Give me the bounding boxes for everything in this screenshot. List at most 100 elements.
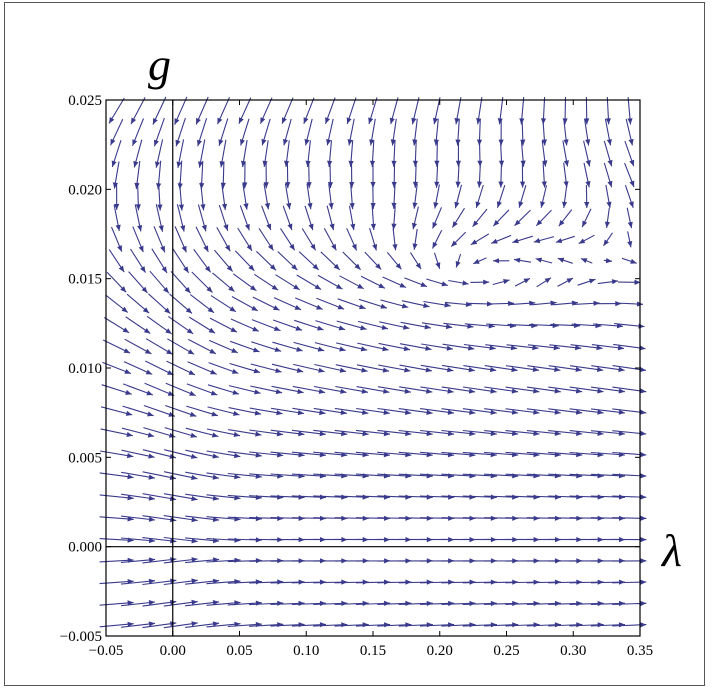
vector-arrow bbox=[120, 537, 156, 544]
vector-arrow bbox=[121, 600, 156, 607]
vector-arrow bbox=[488, 300, 515, 307]
vector-arrow bbox=[597, 279, 619, 285]
vector-arrow bbox=[498, 118, 504, 146]
vector-arrow bbox=[327, 161, 333, 189]
vector-arrow bbox=[412, 184, 418, 209]
vector-arrow bbox=[472, 208, 488, 228]
vector-arrow bbox=[263, 161, 269, 189]
vector-arrow bbox=[220, 161, 226, 189]
y-tick-label: 0.015 bbox=[68, 272, 102, 288]
vector-arrow bbox=[210, 295, 237, 313]
vector-arrow bbox=[258, 228, 274, 251]
vector-arrow bbox=[569, 430, 604, 436]
vector-arrow bbox=[271, 407, 305, 416]
x-tick-label: 0.20 bbox=[427, 643, 453, 659]
vector-arrow bbox=[498, 162, 504, 188]
vector-arrow bbox=[514, 277, 531, 287]
vector-arrow bbox=[242, 183, 249, 210]
vector-arrow bbox=[197, 204, 207, 232]
vector-arrow bbox=[216, 227, 231, 252]
vector-arrow bbox=[185, 578, 220, 585]
y-axis-label: g bbox=[148, 39, 171, 90]
vector-arrow bbox=[208, 362, 239, 374]
vector-arrow bbox=[149, 270, 170, 294]
vector-arrow bbox=[293, 363, 325, 373]
vector-arrow bbox=[477, 140, 483, 167]
vector-arrow bbox=[548, 386, 583, 394]
vector-arrow bbox=[313, 429, 348, 437]
vector-arrow bbox=[505, 365, 540, 372]
vector-arrow bbox=[526, 430, 561, 436]
vector-arrow bbox=[134, 161, 141, 190]
vector-arrow bbox=[216, 97, 231, 125]
vector-arrow bbox=[423, 300, 451, 308]
vector-arrow bbox=[391, 162, 397, 189]
vector-arrow bbox=[569, 408, 604, 415]
x-tick-label: −0.05 bbox=[89, 643, 124, 659]
vector-arrow bbox=[364, 251, 382, 270]
vector-arrow bbox=[262, 140, 269, 167]
vector-arrow bbox=[185, 449, 219, 459]
vector-arrow bbox=[378, 342, 411, 352]
vector-arrow bbox=[549, 344, 582, 351]
vector-arrow bbox=[419, 600, 455, 607]
vector-arrow bbox=[185, 493, 220, 501]
x-tick-label: 0.00 bbox=[160, 643, 186, 659]
vector-arrow bbox=[313, 407, 347, 415]
vector-arrow bbox=[125, 316, 151, 334]
vector-arrow bbox=[581, 208, 592, 228]
vector-arrow bbox=[346, 97, 357, 125]
vector-arrow bbox=[455, 140, 461, 167]
vector-arrow bbox=[398, 429, 433, 437]
vector-arrow bbox=[153, 226, 166, 253]
vector-arrow bbox=[272, 341, 303, 352]
vector-arrow bbox=[251, 341, 282, 352]
vector-arrow bbox=[433, 252, 441, 269]
vector-arrow bbox=[624, 162, 635, 188]
vector-arrow bbox=[259, 97, 273, 124]
vector-arrow bbox=[591, 365, 625, 373]
vector-arrow bbox=[313, 385, 347, 394]
vector-arrow bbox=[195, 226, 209, 253]
vector-arrow bbox=[326, 118, 334, 146]
vector-arrow bbox=[454, 184, 463, 209]
vector-arrow bbox=[327, 140, 333, 167]
vector-arrow bbox=[256, 250, 277, 271]
vector-arrow bbox=[249, 451, 284, 458]
vector-arrow bbox=[239, 205, 250, 231]
vector-arrow bbox=[303, 97, 315, 125]
vector-arrow bbox=[189, 294, 215, 314]
vector-arrow bbox=[99, 472, 134, 480]
vector-arrow bbox=[152, 96, 167, 125]
vector-arrow bbox=[104, 317, 130, 334]
vector-arrow bbox=[207, 384, 240, 395]
vector-arrow bbox=[369, 118, 376, 146]
vector-arrow bbox=[590, 408, 625, 415]
vector-arrow bbox=[421, 322, 453, 330]
vector-arrow bbox=[99, 600, 134, 606]
vector-arrow bbox=[291, 451, 326, 458]
vector-arrow bbox=[399, 386, 433, 394]
vector-arrow bbox=[163, 515, 198, 523]
vector-arrow bbox=[603, 258, 613, 264]
vector-arrow bbox=[237, 227, 253, 252]
vector-arrow bbox=[357, 342, 389, 352]
vector-arrow bbox=[134, 204, 143, 232]
vector-arrow bbox=[386, 251, 402, 270]
vector-arrow bbox=[249, 579, 284, 585]
vector-arrow bbox=[357, 320, 389, 330]
vector-arrow bbox=[492, 209, 510, 227]
vector-arrow bbox=[304, 205, 314, 231]
vector-arrow bbox=[603, 140, 613, 167]
vector-arrow bbox=[476, 162, 483, 188]
vector-arrow bbox=[441, 429, 476, 437]
vector-arrow bbox=[324, 97, 336, 124]
vector-arrow bbox=[304, 118, 313, 146]
vector-arrow bbox=[380, 299, 409, 309]
vector-arrow bbox=[531, 300, 557, 306]
vector-arrow bbox=[301, 228, 317, 251]
vector-arrow bbox=[421, 343, 453, 351]
vector-arrow bbox=[229, 362, 261, 374]
vector-arrow bbox=[519, 97, 525, 125]
x-tick-label: 0.30 bbox=[560, 643, 586, 659]
